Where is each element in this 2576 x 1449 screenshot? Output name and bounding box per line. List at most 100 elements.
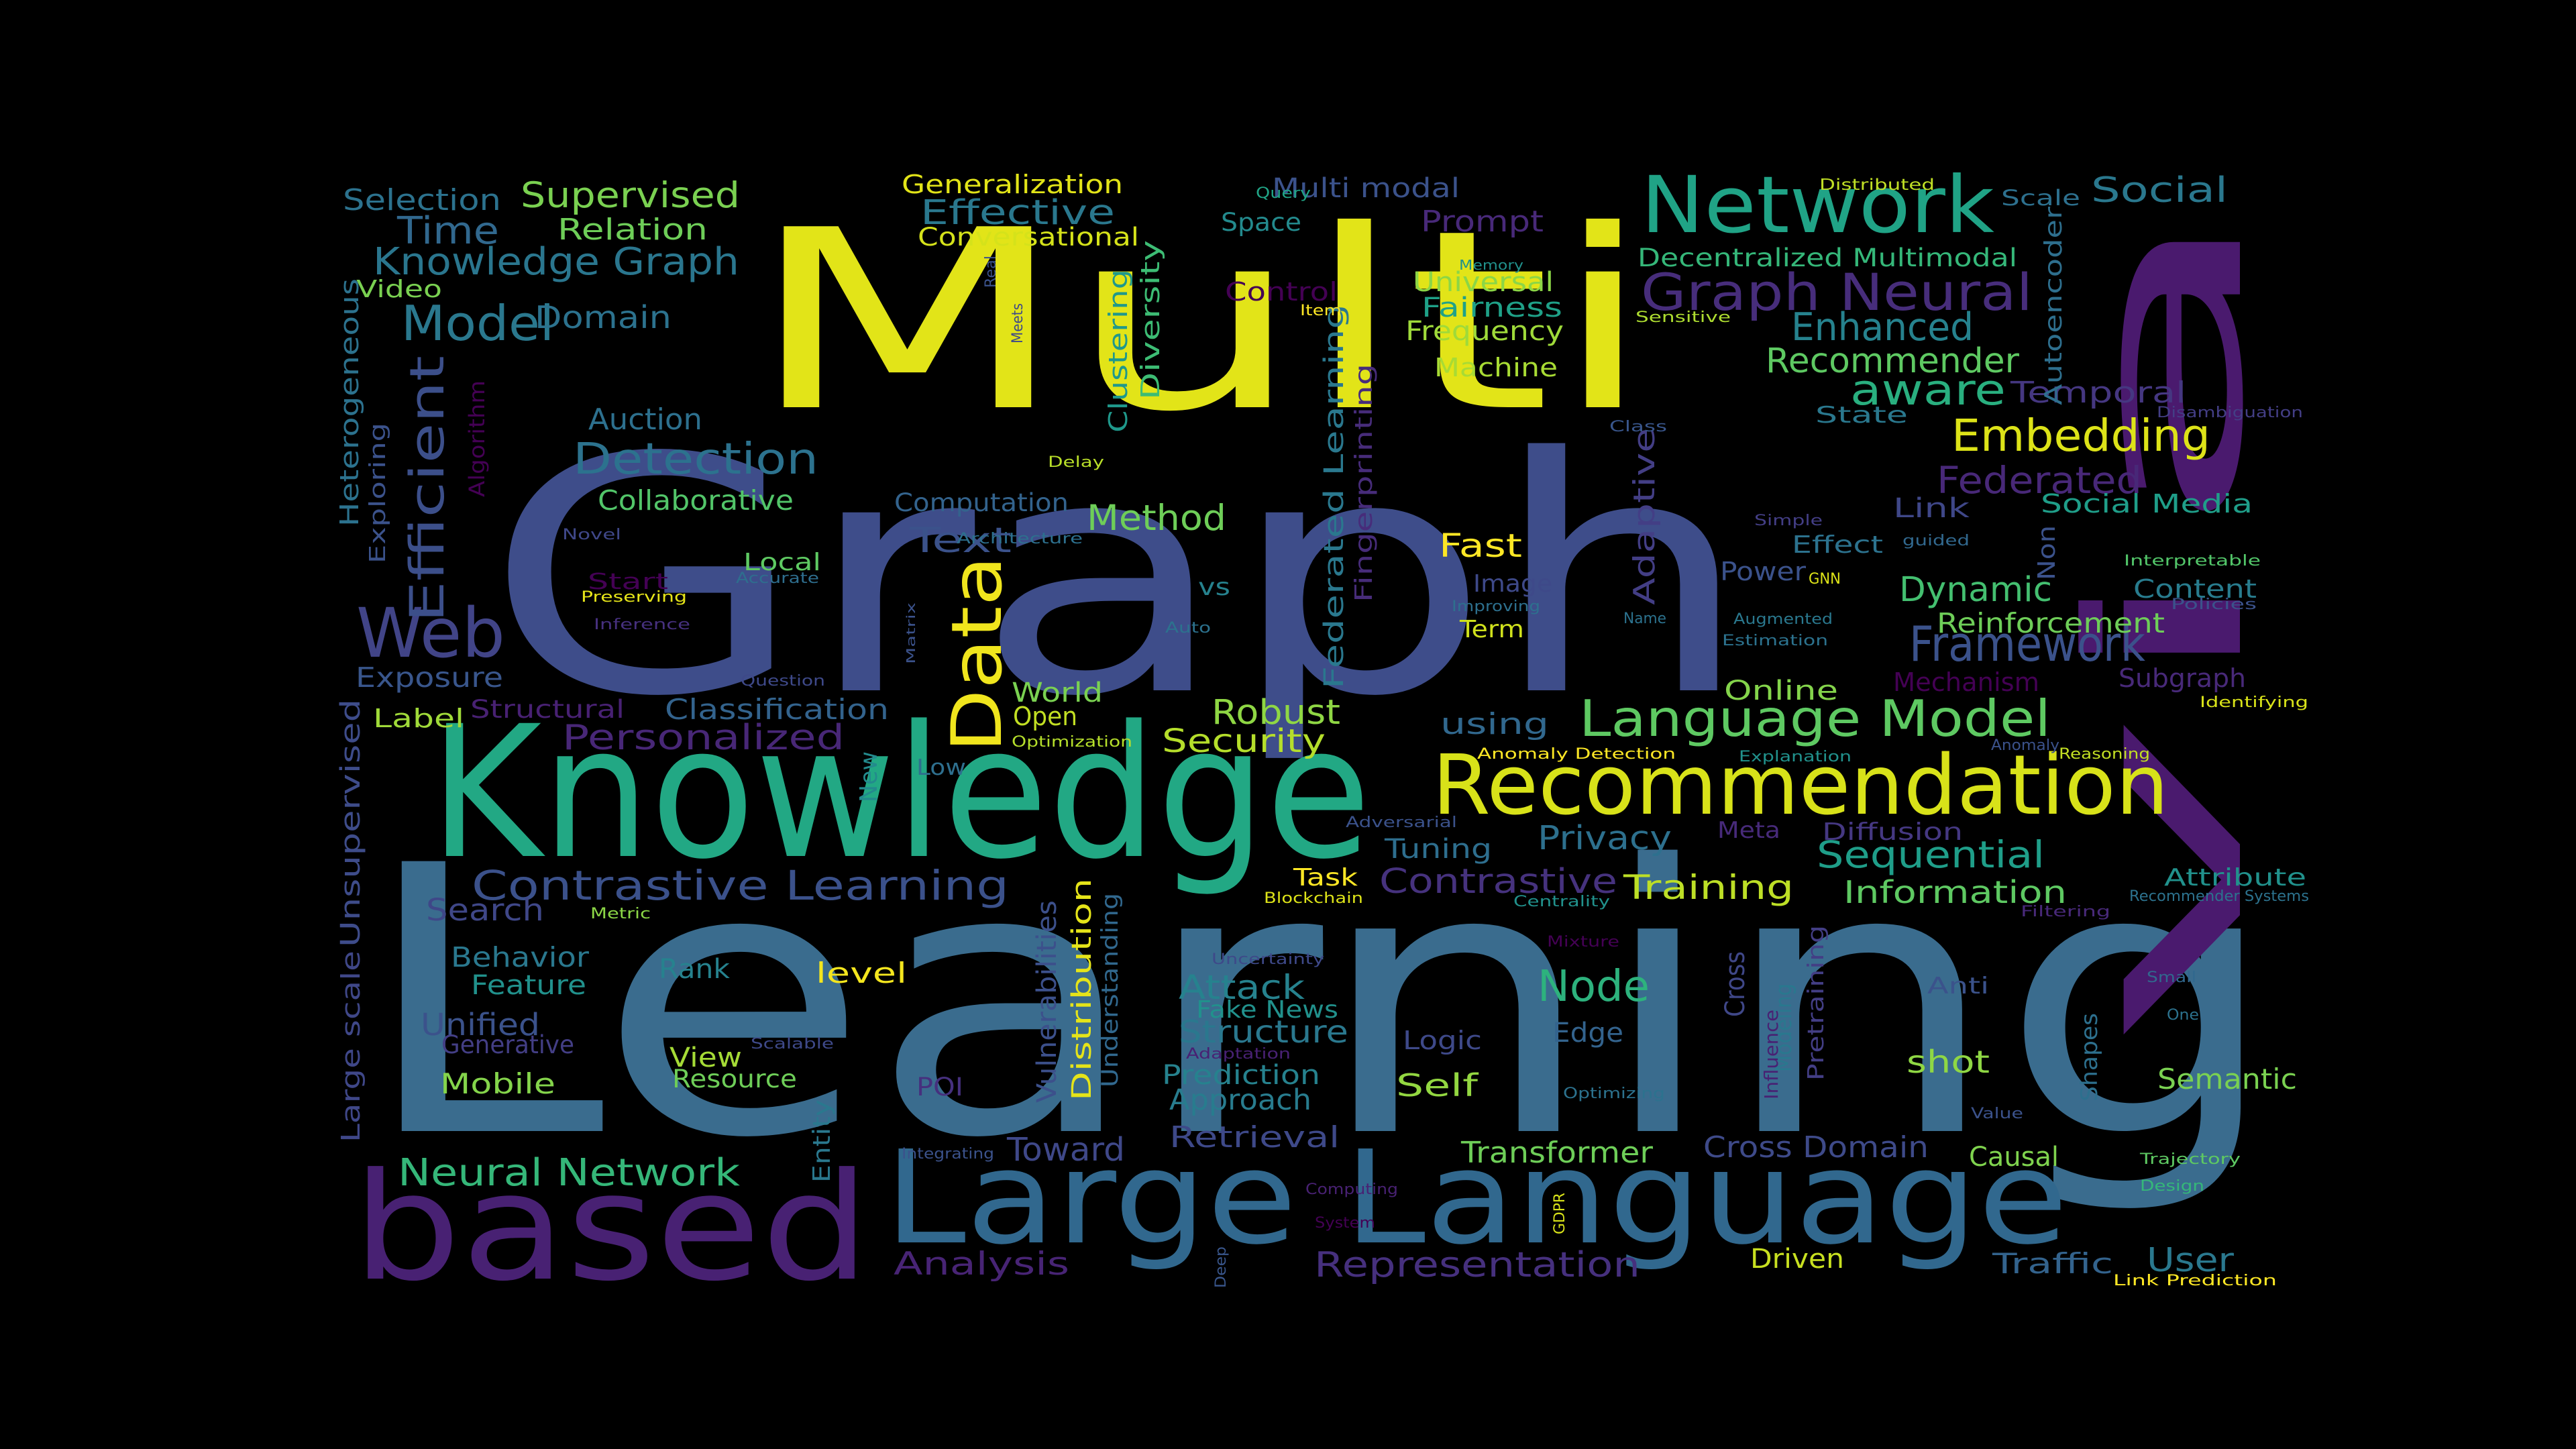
word-power: Power (1720, 557, 1806, 586)
word-recommender-systems: Recommender Systems (2129, 888, 2309, 905)
word-toward: Toward (1006, 1131, 1125, 1169)
word-federated-learning: Federated Learning (1319, 304, 1350, 689)
word-large-scale: Large scale (336, 951, 366, 1142)
word-selection: Selection (343, 183, 501, 217)
word-integrating: Integrating (902, 1146, 994, 1163)
word-security: Security (1162, 722, 1326, 760)
word-semantic: Semantic (2157, 1063, 2297, 1095)
word-mobile: Mobile (440, 1067, 555, 1100)
word-structure: Structure (1179, 1014, 1348, 1050)
word-multi-modal: Multi modal (1272, 173, 1460, 204)
word-graph: Graph (485, 389, 1752, 767)
word-prompt: Prompt (1421, 205, 1544, 239)
word-retrieval: Retrieval (1169, 1120, 1340, 1155)
word-accurate: Accurate (736, 570, 819, 587)
word-rank: Rank (659, 954, 731, 985)
word-collaborative: Collaborative (598, 484, 794, 517)
word-matrix: Matrix (904, 602, 918, 664)
word-pretraining: Pretraining (1803, 925, 1829, 1081)
word-unified: Unified (421, 1007, 540, 1042)
word-contrastive-learning: Contrastive Learning (472, 862, 1009, 910)
word-meta: Meta (1717, 817, 1780, 844)
word-design: Design (2140, 1178, 2204, 1195)
word-training: Training (1623, 868, 1794, 907)
word-fast: Fast (1439, 527, 1522, 565)
word-learning: Learning (358, 788, 2281, 1219)
word-question: Question (741, 673, 825, 690)
word-neural-network: Neural Network (398, 1151, 741, 1195)
word-using: using (1440, 707, 1549, 741)
word-system: System (1315, 1215, 1375, 1232)
word-auto: Auto (1165, 620, 1211, 637)
word-auction: Auction (588, 402, 702, 437)
word-machine: Machine (1434, 353, 1558, 382)
word-new: New (855, 751, 883, 802)
word-tuning: Tuning (1384, 834, 1492, 865)
word-causal: Causal (1969, 1142, 2059, 1173)
word-knowledge-graph: Knowledge Graph (373, 240, 739, 284)
word-frequency: Frequency (1405, 316, 1564, 347)
word-personalized: Personalized (562, 718, 845, 758)
word-model: Model (401, 295, 554, 352)
word-identifying: Identifying (2200, 694, 2308, 711)
word-vulnerabilities: Vulnerabilities (1032, 900, 1063, 1103)
word-resource: Resource (672, 1065, 797, 1093)
word-universal: Universal (1413, 267, 1554, 298)
word-search: Search (426, 892, 544, 928)
word-recommendation: Recommendation (1432, 738, 2169, 834)
word-feature: Feature (471, 970, 586, 1001)
word-novel: Novel (562, 527, 621, 543)
word-inference: Inference (594, 616, 690, 633)
word-driven: Driven (1750, 1244, 1844, 1275)
word-shapes: Shapes (2076, 1013, 2103, 1102)
word-contrastive: Contrastive (1379, 862, 1617, 902)
word-label: Label (373, 704, 464, 733)
word-optimizing: Optimizing (1563, 1085, 1665, 1102)
word-understanding: Understanding (1097, 893, 1124, 1087)
word-augmented: Augmented (1733, 611, 1833, 628)
word-start: Start (588, 568, 668, 594)
word-computation: Computation (894, 488, 1069, 517)
word-sensitive: Sensitive (1635, 309, 1731, 326)
word-exposure: Exposure (356, 661, 503, 694)
word-distributed: Distributed (1819, 176, 1935, 194)
word-view: View (669, 1042, 742, 1073)
word-representation: Representation (1314, 1245, 1640, 1285)
word-guided: guided (1902, 533, 1970, 549)
word-video: Video (356, 276, 442, 303)
word-large-language: Large Language (884, 1124, 2068, 1273)
word-analysis: Analysis (894, 1246, 1069, 1283)
word-network: Network (1641, 159, 1994, 251)
word-space: Space (1221, 208, 1301, 237)
word-text: Text (909, 521, 1012, 561)
word-enhanced: Enhanced (1791, 305, 1974, 350)
word-class: Class (1609, 419, 1667, 435)
word-interpretable: Interpretable (2124, 553, 2261, 570)
word-influence: Influence (1760, 1010, 1782, 1099)
word-edge: Edge (1552, 1018, 1623, 1049)
word-anti: Anti (1927, 973, 1989, 1000)
word-link: Link (1893, 493, 1970, 524)
word-local: Local (743, 549, 821, 576)
word-image: Image (1473, 570, 1552, 598)
word-relation: Relation (557, 213, 708, 247)
word-graph-neural: Graph Neural (1641, 262, 2033, 322)
word-cross: Cross (1720, 951, 1751, 1017)
word-world: World (1012, 678, 1103, 708)
word-link-prediction: Link Prediction (2113, 1273, 2277, 1289)
word-distribution: Distribution (1067, 878, 1097, 1101)
word-subgraph: Subgraph (2118, 663, 2246, 693)
word-user: User (2147, 1241, 2235, 1279)
word-multi: Multi (747, 178, 1654, 466)
word-via: via (2043, 189, 2290, 1052)
word-fairness: Fairness (1421, 292, 1562, 323)
word-low: Low (916, 754, 966, 780)
word-embedding: Embedding (1951, 410, 2210, 462)
word-decentralized-multimodal: Decentralized Multimodal (1638, 244, 2017, 272)
word-knowledge: Knowledge (429, 688, 1371, 900)
word-aware: aware (1850, 366, 2006, 415)
word-non: Non (2033, 525, 2061, 580)
word-meets: Meets (1010, 303, 1026, 343)
word-name: Name (1623, 610, 1666, 627)
word-detection: Detection (573, 435, 818, 484)
